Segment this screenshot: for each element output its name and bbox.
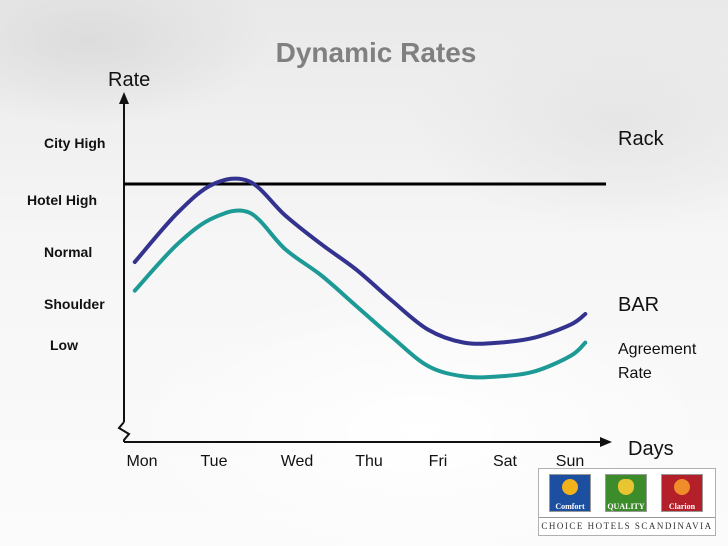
y-tick-label: Normal (44, 244, 92, 260)
x-tick-label: Mon (126, 453, 157, 470)
hotel-brand-logos: Comfort QUALITY Clarion CHOICE HOTELS SC… (538, 468, 716, 536)
axes (117, 92, 612, 447)
y-tick-label: Shoulder (44, 296, 105, 312)
chart-title: Dynamic Rates (276, 37, 477, 68)
x-tick-label: Thu (355, 453, 383, 470)
y-axis-arrow (119, 92, 129, 104)
agreement-rate-label: Agreement Rate (618, 341, 697, 382)
series-lines (124, 176, 606, 380)
comfort-logo-text: Comfort (555, 502, 585, 511)
y-tick-label: Hotel High (27, 192, 97, 208)
y-axis-title: Rate (108, 69, 150, 91)
x-tick-label: Sat (493, 453, 518, 470)
y-tick-label: Low (50, 337, 78, 353)
x-tick-label: Fri (429, 453, 448, 470)
clarion-logo-icon (674, 479, 690, 495)
x-axis-arrow (600, 437, 612, 447)
clarion-logo: Clarion (661, 474, 703, 512)
series-labels: Rack BAR Agreement Rate (618, 128, 697, 382)
x-tick-labels: Mon Tue Wed Thu Fri Sat Sun (126, 453, 584, 470)
agreement-rate-label-line: Agreement (618, 341, 697, 358)
brand-text: CHOICE HOTELS SCANDINAVIA (539, 517, 715, 531)
x-tick-label: Sun (556, 453, 584, 470)
bar-label: BAR (618, 294, 659, 316)
agreement-rate-label-line: Rate (618, 365, 652, 382)
quality-logo: QUALITY (605, 474, 647, 512)
y-tick-label: City High (44, 135, 105, 151)
x-tick-label: Tue (201, 453, 228, 470)
agreement-rate-line (132, 208, 588, 380)
x-axis-title: Days (628, 438, 674, 460)
y-tick-labels: Low Shoulder Normal Hotel High City High (27, 135, 105, 353)
clarion-logo-text: Clarion (668, 502, 696, 511)
y-axis-break (117, 421, 131, 442)
x-tick-label: Wed (281, 453, 314, 470)
comfort-logo-icon (562, 479, 578, 495)
rack-label: Rack (618, 128, 665, 150)
quality-logo-text: QUALITY (607, 502, 645, 511)
bar-line (132, 176, 588, 346)
quality-logo-icon (618, 479, 634, 495)
comfort-logo: Comfort (549, 474, 591, 512)
